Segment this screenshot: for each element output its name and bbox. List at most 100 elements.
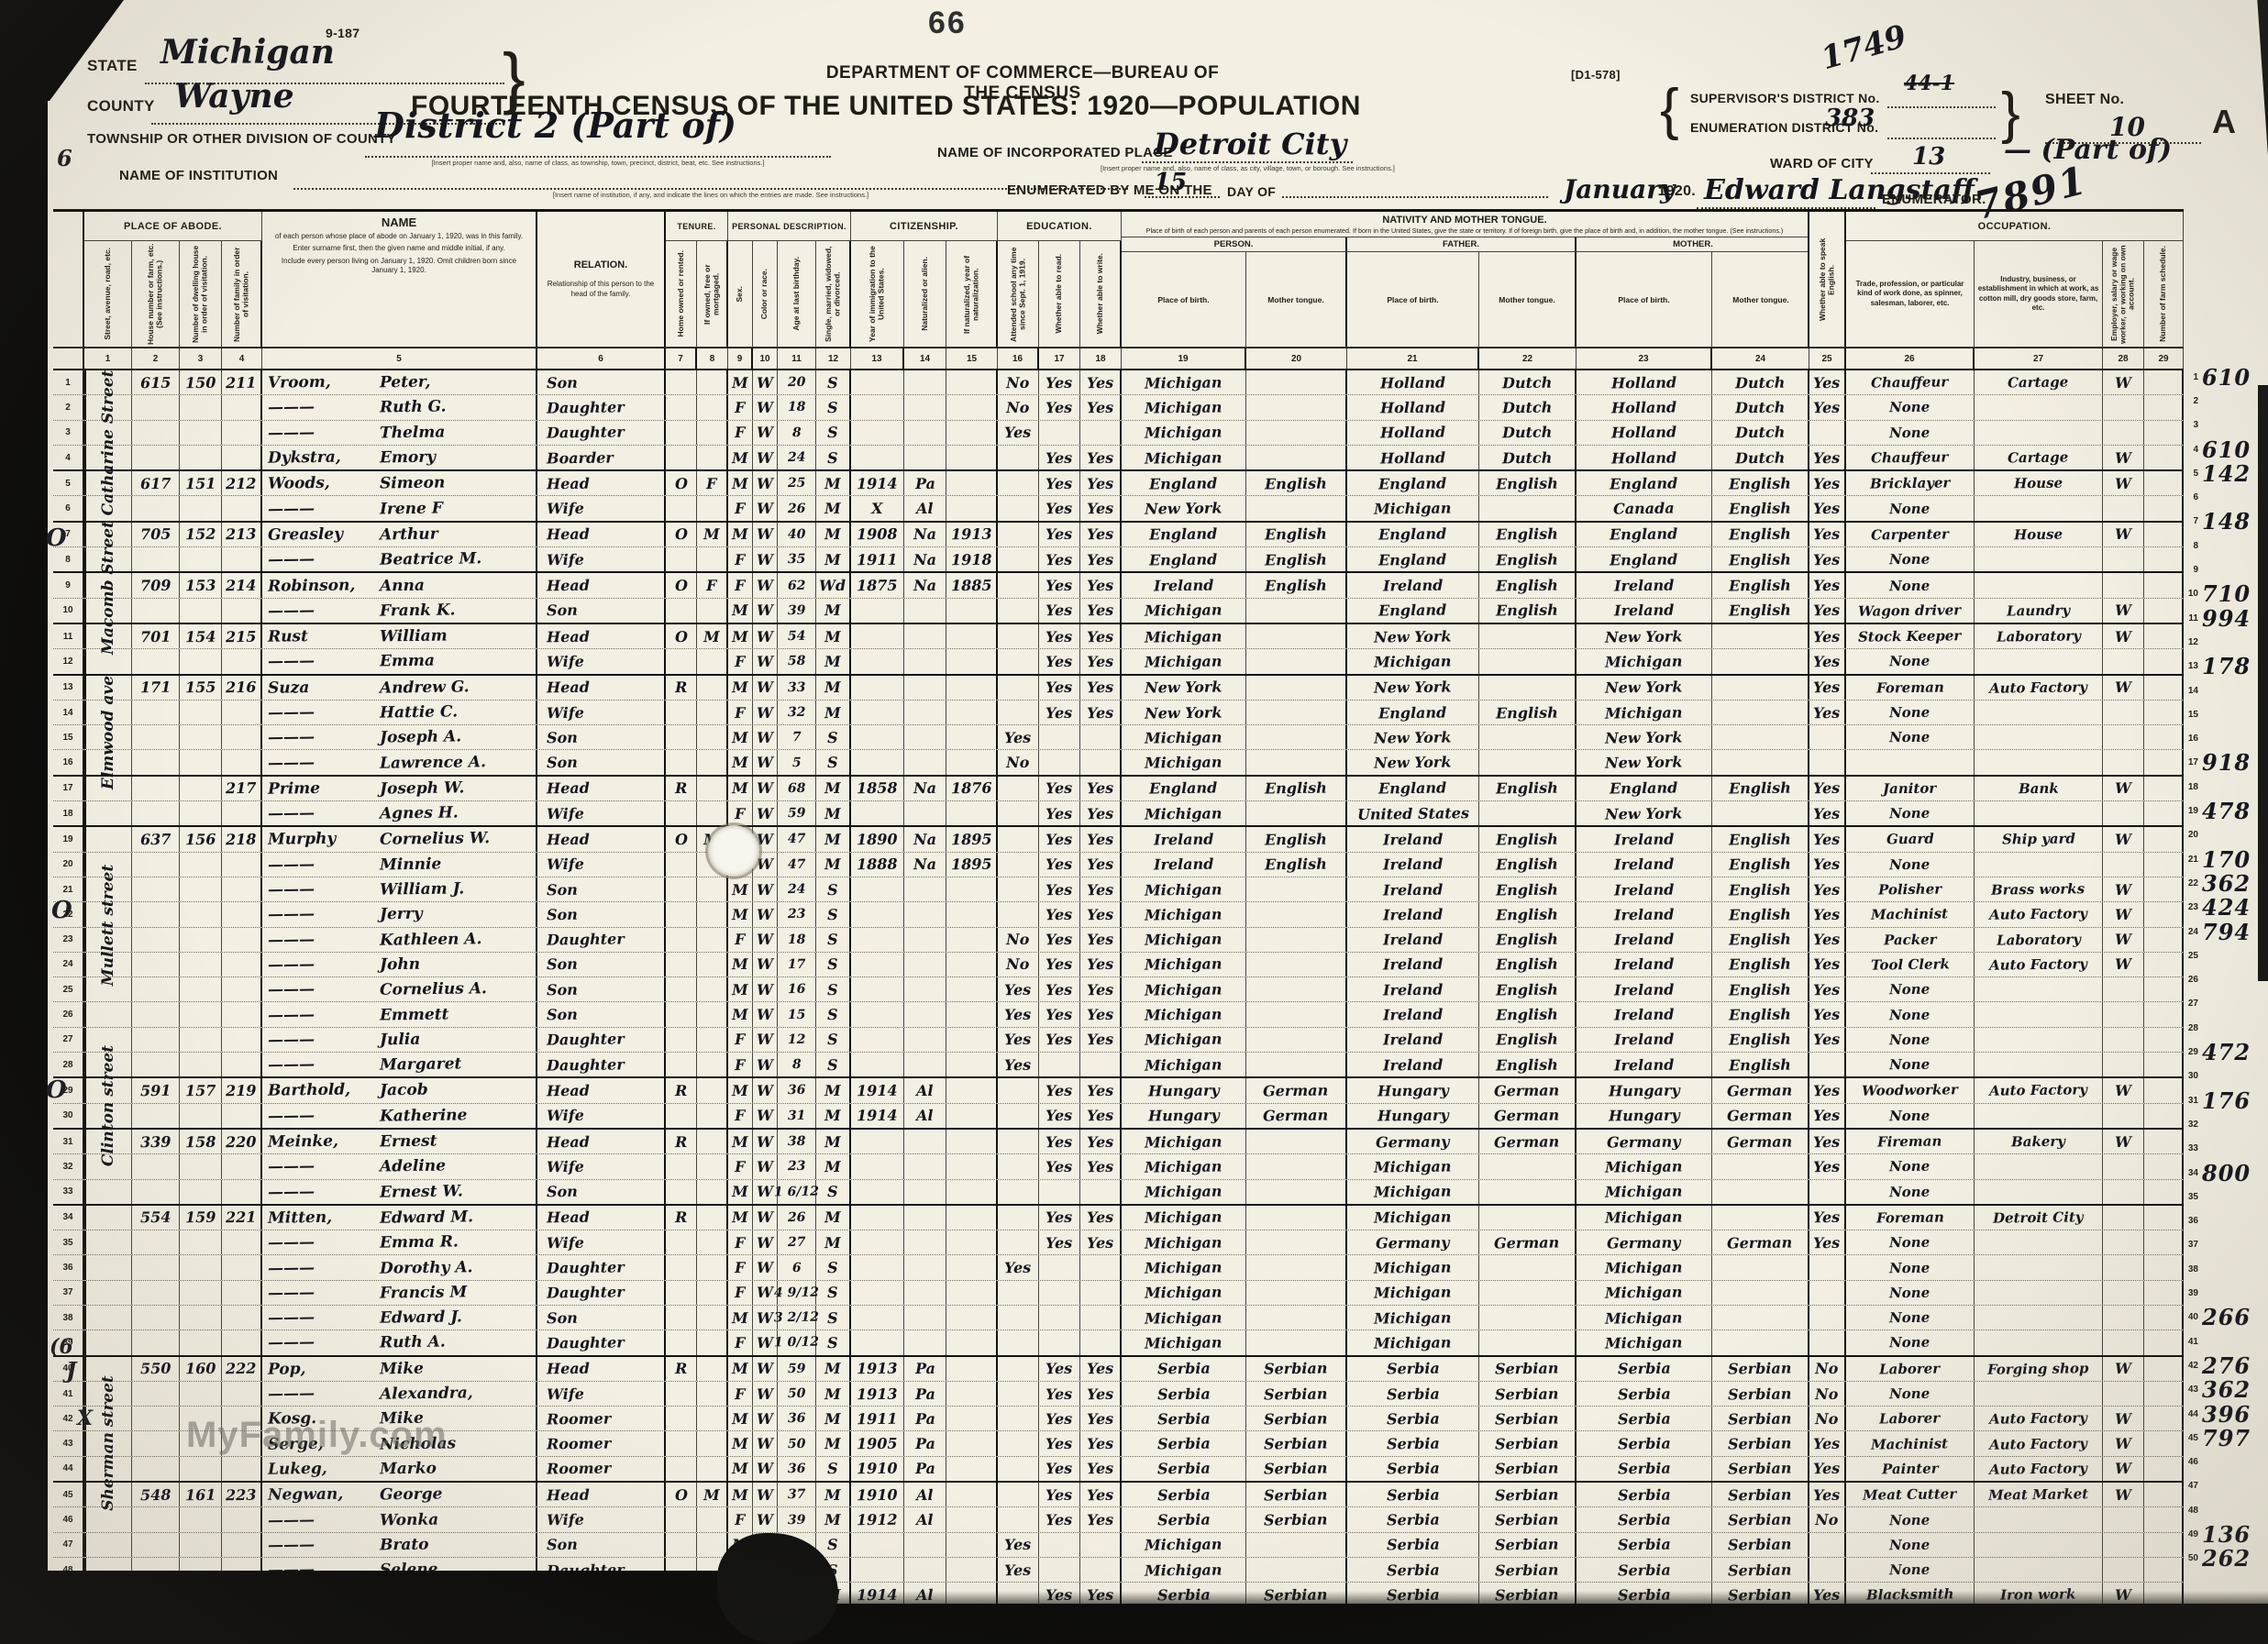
cell-lineno: 3 [53,420,84,445]
cell-na [904,1280,946,1305]
column-number: 19 [1122,348,1246,369]
cell-mb: Ireland [1577,927,1712,952]
cell-name: ——— William J. [262,877,537,902]
table-row: 23 ——— Kathleen A. Daughter F W 18 S No Yes Yes Mic… [53,927,2184,953]
cell-fb: Serbia [1347,1456,1479,1482]
cell-pt [1246,877,1347,902]
cell-sch [998,1381,1039,1407]
cell-mb: England [1577,471,1712,496]
cell-rel: Daughter [537,1027,666,1053]
cell-wr [1080,1305,1122,1330]
cell-iy: 1914 [851,471,904,496]
cell-en: Yes [1809,445,1846,470]
cell-wr: Yes [1080,445,1122,470]
cell-pt [1246,420,1347,445]
cell-sch [998,902,1039,927]
cell-mort [697,1381,728,1407]
cell-mt [1712,725,1809,750]
margin-value: 478 [2202,798,2251,825]
name-sub2: Enter surname first, then the given name… [293,244,505,253]
cell-ft: Serbian [1479,1507,1577,1532]
cell-color: W [753,598,778,623]
cell-emp: W [2103,1129,2144,1154]
cell-name: Murphy Cornelius W. [262,827,537,852]
margin-value: 994 [2202,604,2251,632]
column-number: 24 [1712,348,1809,369]
cell-ind [1975,1255,2103,1280]
cell-emp [2103,547,2144,572]
cell-color: W [753,1053,778,1077]
cell-oc: None [1846,1381,1975,1407]
margin-row: 49 136 [2187,1521,2251,1549]
cell-lineno: 20 [53,852,84,877]
cell-name: Serge, Nicholas [262,1431,537,1456]
cell-ind: Cartage [1975,445,2103,470]
cell-pb: New York [1122,675,1246,700]
cell-rd: Yes [1039,1456,1080,1482]
cell-sch [998,1356,1039,1381]
cell-fam [222,1103,262,1128]
margin-row: 37 [2187,1240,2198,1251]
cell-own: O [666,471,697,496]
cell-pb: Michigan [1122,801,1246,826]
cell-farm [2144,1027,2184,1053]
margin-row: 32 [2187,1119,2198,1130]
cell-age: 20 [778,370,816,395]
cell-oc: Painter [1846,1456,1975,1482]
name-sub1: of each person whose place of abode on J… [274,232,524,240]
cell-mt: Serbian [1712,1407,1809,1431]
margin-value: 170 [2202,845,2251,873]
cell-mar: S [816,927,851,952]
cell-na [904,801,946,826]
cell-pt [1246,598,1347,623]
cell-farm [2144,598,2184,623]
cell-iy [851,977,904,1002]
cell-farm [2144,1456,2184,1482]
cell-fb: Serbia [1347,1356,1479,1381]
cell-ind [1975,1154,2103,1179]
cell-na: Na [904,573,946,598]
cell-fam [222,1407,262,1431]
enumerator-name: Edward Langstaff [1704,174,1975,206]
cell-rd: Yes [1039,395,1080,420]
margin-row: 40 266 [2187,1304,2251,1331]
cell-mt: Dutch [1712,445,1809,470]
month-rule [1282,196,1548,198]
cell-en: Yes [1809,801,1846,826]
cell-ind [1975,1305,2103,1330]
cell-fb: England [1347,471,1479,496]
cell-mb: Ireland [1577,977,1712,1002]
cell-mar: S [816,977,851,1002]
cell-ind: Auto Factory [1975,1407,2103,1431]
table-body: 1 615 150 211 Vroom, Peter, Son M W 20 S No Yes Yes Mi… [53,370,2184,1636]
cell-en: Yes [1809,1456,1846,1482]
cell-iy: 1910 [851,1456,904,1482]
cell-ft: English [1479,977,1577,1002]
cell-street [84,1305,132,1330]
cell-ind [1975,750,2103,775]
cell-lineno: 8 [53,547,84,572]
cell-name: ——— Dorothy A. [262,1255,537,1280]
cell-ft: Serbian [1479,1483,1577,1507]
cell-oc: Janitor [1846,776,1975,801]
cell-mort: M [697,623,728,649]
cell-house [132,1103,180,1128]
cell-own [666,902,697,927]
cell-pt [1246,496,1347,521]
col-mortgage-label: If owned, free or mortgaged. [702,263,720,325]
cell-farm [2144,1230,2184,1255]
cell-ind: Auto Factory [1975,1078,2103,1103]
cell-mt: Dutch [1712,370,1809,395]
cell-farm [2144,445,2184,470]
nativity-mother: MOTHER. [1673,239,1713,249]
table-row: 47———BratoSonMW8SYesMichiganSerbiaSerbia… [53,1532,2184,1558]
cell-name: Dykstra, Emory [262,445,537,470]
cell-farm [2144,1507,2184,1532]
group-place-of-abode: PLACE OF ABODE. [84,212,262,241]
cell-oc: None [1846,649,1975,674]
cell-lineno: 23 [53,927,84,952]
cell-rd: Yes [1039,1507,1080,1532]
cell-mar: M [816,1356,851,1381]
cell-mt: English [1712,977,1809,1002]
cell-iy [851,750,904,775]
